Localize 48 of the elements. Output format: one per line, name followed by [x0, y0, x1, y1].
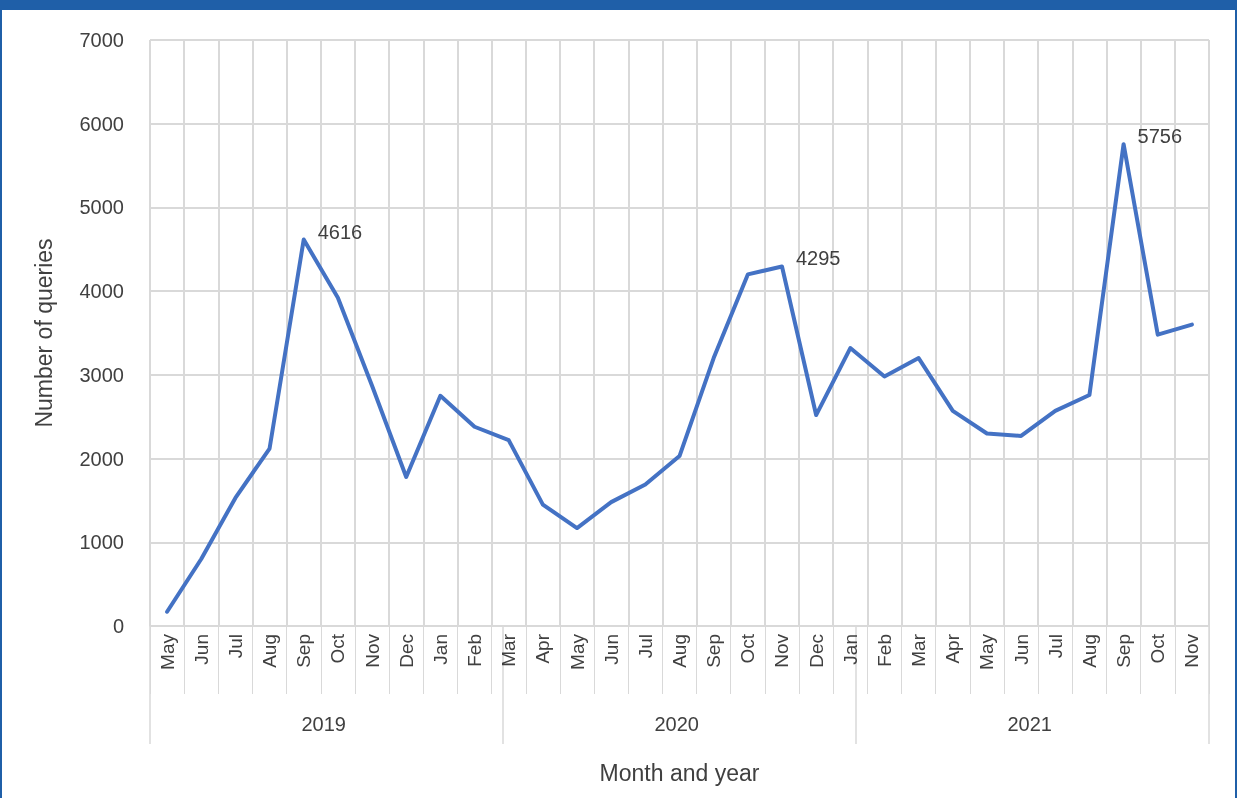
x-tick-label: May: [566, 633, 588, 670]
data-label: 5756: [1137, 125, 1183, 148]
x-tick-label: Oct: [1147, 633, 1169, 664]
y-tick-label: 1000: [79, 531, 124, 554]
x-tick-label: Jun: [600, 634, 622, 665]
text: 2019: [301, 713, 346, 735]
data-label: 4616: [317, 220, 363, 243]
x-axis-title: Month and year: [599, 759, 760, 786]
x-tick-label: Nov: [361, 633, 383, 668]
x-tick-label: Aug: [1078, 634, 1100, 668]
x-tick-label: Mar: [498, 633, 520, 667]
x-tick-label: Nov: [771, 633, 793, 668]
x-tick-label: Nov: [1181, 633, 1203, 668]
y-tick-label: 3000: [79, 363, 124, 386]
y-tick-label: 6000: [79, 112, 124, 135]
x-tick-label: May: [976, 633, 998, 670]
y-axis-title: Number of queries: [30, 238, 57, 428]
x-tick-label: May: [156, 633, 178, 670]
line-series: [165, 142, 1194, 614]
data-label: 4295: [795, 247, 841, 270]
x-tick-label: Feb: [464, 634, 486, 667]
y-tick-label: 2000: [79, 447, 124, 470]
x-tick-label: Oct: [327, 633, 349, 664]
y-tick-label: 5000: [79, 196, 124, 219]
x-tick-label: Apr: [532, 633, 554, 664]
x-tick-label: Jul: [634, 634, 656, 659]
x-tick-label: Mar: [908, 633, 930, 667]
x-tick-label: Aug: [669, 634, 690, 668]
x-tick-label: Jun: [190, 634, 212, 665]
x-tick-label: Aug: [259, 634, 281, 668]
x-tick-label: Feb: [873, 634, 895, 667]
x-tick-label: Sep: [293, 634, 315, 668]
x-tick-label: Sep: [1113, 634, 1135, 668]
text: 2021: [1007, 713, 1052, 735]
text: 2020: [654, 713, 699, 735]
x-tick-label: Jun: [1010, 634, 1032, 665]
x-tick-label: Oct: [737, 633, 759, 664]
x-tick-label: Sep: [703, 634, 725, 668]
x-tick-label: Jan: [839, 634, 861, 665]
x-tick-label: Jul: [224, 634, 246, 659]
x-tick-label: Dec: [395, 634, 417, 668]
x-tick-label: Dec: [805, 634, 827, 668]
y-tick-label: 0: [112, 615, 124, 637]
y-tick-label: 7000: [79, 29, 124, 51]
x-tick-label: Jul: [1044, 634, 1066, 659]
x-tick-label: Apr: [942, 633, 964, 664]
x-tick-label: Jan: [429, 634, 451, 665]
y-tick-label: 4000: [79, 280, 124, 303]
